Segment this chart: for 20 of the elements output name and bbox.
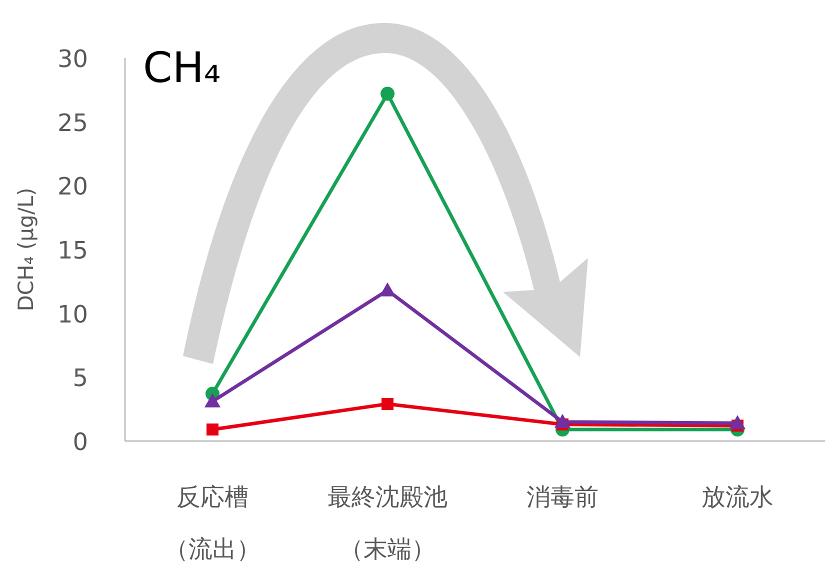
- y-tick-label: 10: [57, 300, 88, 328]
- point: [204, 393, 220, 408]
- x-tick-label: 最終沈殿池（末端）: [328, 483, 448, 563]
- point: [382, 398, 394, 410]
- point: [554, 414, 570, 428]
- point: [206, 424, 218, 436]
- y-tick-label: 0: [72, 428, 88, 456]
- point: [380, 86, 394, 101]
- y-tick-label: 30: [57, 45, 88, 73]
- x-tick-label: 反応槽（流出）: [164, 483, 260, 563]
- x-tick-label: 消毒前: [526, 483, 598, 511]
- point: [730, 415, 746, 430]
- y-tick-label: 20: [57, 172, 88, 201]
- point: [380, 282, 396, 296]
- y-tick-label: 15: [57, 236, 88, 264]
- y-tick-label: 5: [72, 364, 88, 392]
- x-tick-label: 放流水: [702, 483, 774, 511]
- y-axis-title: DCH₄ (μg/L): [14, 188, 38, 312]
- chart-title: CH₄: [143, 43, 221, 92]
- y-tick-label: 25: [57, 108, 88, 137]
